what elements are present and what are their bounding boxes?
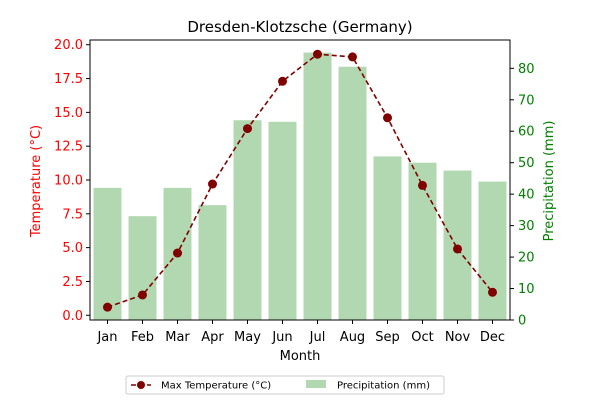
temperature-point-feb [138, 290, 147, 300]
x-tick-label-mar: Mar [165, 330, 190, 345]
x-axis: Jan Feb Mar Apr May Jun Jul Aug Sep Oct Nov Dec [96, 320, 505, 345]
temperature-point-aug [348, 52, 357, 62]
left-tick-label: 17.5 [54, 72, 83, 87]
temperature-point-mar [173, 248, 182, 258]
x-axis-label: Month [280, 349, 321, 364]
legend-bar-swatch [306, 380, 326, 388]
right-tick-label: 10 [518, 282, 535, 297]
precipitation-bar-feb [128, 216, 157, 320]
x-tick-label-oct: Oct [411, 330, 433, 345]
right-tick-label: 80 [518, 62, 535, 77]
legend-marker-swatch [137, 381, 145, 389]
left-tick-label: 15.0 [54, 106, 83, 121]
right-y-axis: 0 10 20 30 40 50 60 70 80 [510, 62, 535, 329]
left-tick-label: 5.0 [62, 241, 83, 256]
x-tick-label-aug: Aug [340, 330, 365, 345]
right-tick-label: 20 [518, 251, 535, 266]
right-axis-label: Precipitation (mm) [542, 121, 557, 242]
chart-title: Dresden-Klotzsche (Germany) [187, 18, 412, 36]
right-tick-label: 50 [518, 156, 535, 171]
x-tick-label-jan: Jan [96, 330, 117, 345]
temperature-point-jan [103, 302, 112, 312]
left-y-axis: 0.0 2.5 5.0 7.5 10.0 12.5 15.0 17.5 20.0 [54, 38, 90, 324]
precipitation-bar-may [233, 120, 262, 320]
left-tick-label: 10.0 [54, 174, 83, 189]
legend-label-temperature: Max Temperature (°C) [161, 381, 271, 392]
right-tick-label: 60 [518, 125, 535, 140]
right-tick-label: 70 [518, 93, 535, 108]
left-tick-label: 0.0 [62, 309, 83, 324]
temperature-point-oct [418, 180, 427, 190]
right-tick-label: 40 [518, 188, 535, 203]
temperature-point-jun [278, 76, 287, 86]
temperature-point-dec [488, 287, 497, 297]
x-tick-label-sep: Sep [375, 330, 400, 345]
left-tick-label: 12.5 [54, 140, 83, 155]
temperature-line-series [103, 49, 497, 312]
legend-box [125, 375, 445, 395]
left-axis-label: Temperature (°C) [29, 125, 44, 238]
x-tick-label-jul: Jul [309, 330, 326, 345]
left-tick-label: 2.5 [62, 275, 83, 290]
x-tick-label-apr: Apr [201, 330, 224, 345]
legend-label-precipitation: Precipitation (mm) [337, 381, 430, 392]
right-tick-label: 30 [518, 219, 535, 234]
x-tick-label-nov: Nov [445, 330, 471, 345]
legend: Max Temperature (°C) Precipitation (mm) [125, 375, 445, 395]
precipitation-bar-apr [198, 205, 227, 320]
temperature-point-nov [453, 244, 462, 254]
precipitation-bar-jun [268, 121, 297, 320]
x-tick-label-feb: Feb [131, 330, 154, 345]
left-tick-label: 20.0 [54, 38, 83, 53]
precipitation-bar-jul [303, 52, 332, 321]
precipitation-bars [93, 52, 507, 321]
temperature-point-may [243, 124, 252, 134]
temperature-point-sep [383, 113, 392, 123]
precipitation-bar-jan [93, 187, 122, 320]
precipitation-bar-aug [338, 66, 367, 320]
x-tick-label-may: May [234, 330, 261, 345]
precipitation-bar-dec [478, 181, 507, 320]
precipitation-bar-sep [373, 156, 402, 320]
x-tick-label-jun: Jun [271, 330, 292, 345]
left-tick-label: 7.5 [62, 207, 83, 222]
x-tick-label-dec: Dec [480, 330, 505, 345]
right-tick-label: 0 [518, 314, 526, 329]
temperature-line [107, 53, 494, 308]
temperature-point-jul [313, 49, 322, 59]
temperature-point-apr [208, 179, 217, 189]
